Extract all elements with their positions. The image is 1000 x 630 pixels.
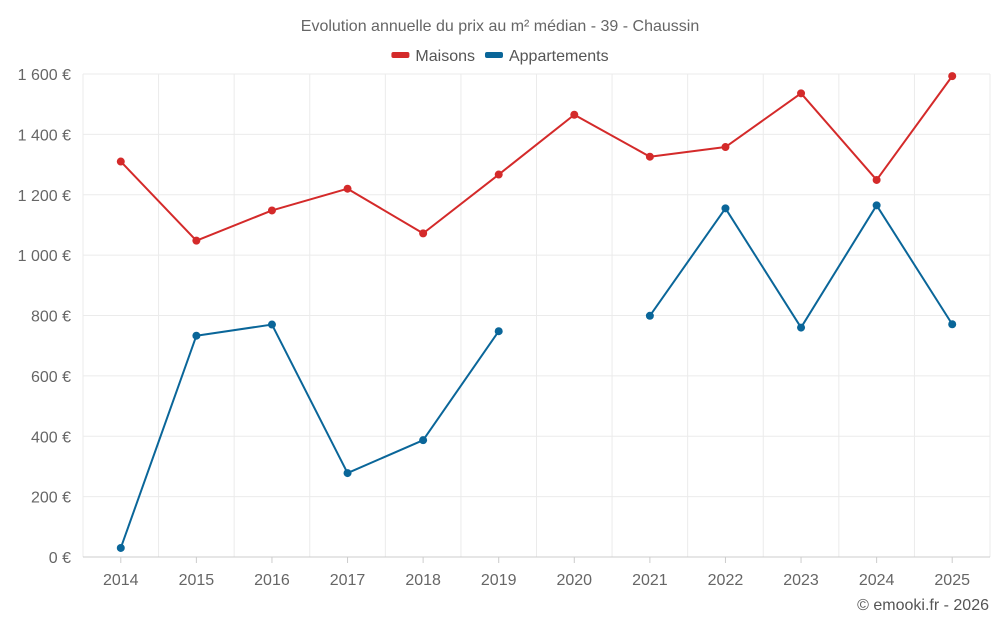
series-maisons: Maisons 2014: 1310 Maisons 2015: 1048 Mais…: [116, 72, 957, 245]
data-point[interactable]: Appartements 2021: 799: [645, 311, 654, 320]
data-point[interactable]: Appartements 2019: 748: [494, 327, 503, 336]
legend[interactable]: Maisons Appartements: [391, 48, 609, 65]
legend-item-appartements[interactable]: Appartements: [484, 48, 609, 65]
y-tick-label: 1 400 €: [18, 127, 71, 144]
data-point[interactable]: Appartements 2017: 278: [343, 469, 352, 478]
x-tick-label: 2021: [632, 572, 668, 589]
data-point[interactable]: Appartements 2018: 387: [419, 436, 428, 445]
y-tick-label: 200 €: [31, 490, 71, 507]
legend-swatch: [391, 52, 410, 58]
y-tick-label: 600 €: [31, 369, 71, 386]
series: Maisons 2014: 1310 Maisons 2015: 1048 Mais…: [116, 72, 957, 552]
data-point[interactable]: Appartements 2015: 733: [192, 331, 201, 340]
series-appartements: Appartements 2014: 30 Appartements 2015: …: [116, 201, 957, 552]
data-point[interactable]: Maisons 2021: 1326: [645, 152, 654, 161]
data-point[interactable]: Maisons 2024: 1249: [872, 175, 881, 184]
y-tick-label: 0 €: [49, 550, 71, 567]
y-tick-label: 800 €: [31, 309, 71, 326]
x-tick-label: 2022: [708, 572, 744, 589]
data-point[interactable]: Maisons 2018: 1072: [419, 229, 428, 238]
grid: [82, 73, 991, 557]
x-tick-label: 2015: [179, 572, 215, 589]
data-point[interactable]: Maisons 2020: 1465: [570, 110, 579, 119]
chart-title: Evolution annuelle du prix au m² médian …: [301, 18, 699, 35]
data-point[interactable]: Maisons 2017: 1220: [343, 184, 352, 193]
data-point[interactable]: Appartements 2022: 1155: [721, 204, 730, 213]
x-tick-label: 2019: [481, 572, 517, 589]
data-point[interactable]: Appartements 2016: 770: [267, 320, 276, 329]
data-point[interactable]: Maisons 2014: 1310: [116, 157, 125, 166]
data-point[interactable]: Appartements 2023: 760: [797, 323, 806, 332]
x-tick-label: 2018: [405, 572, 441, 589]
x-tick-label: 2017: [330, 572, 366, 589]
series-line: [119, 323, 500, 549]
series-line: [649, 204, 954, 329]
data-point[interactable]: Appartements 2024: 1165: [872, 201, 881, 210]
x-tick-label: 2024: [859, 572, 895, 589]
x-tick-label: 2016: [254, 572, 290, 589]
legend-item-maisons[interactable]: Maisons: [391, 48, 475, 65]
data-point[interactable]: Maisons 2015: 1048: [192, 236, 201, 245]
series-line: [120, 75, 954, 242]
y-tick-label: 1 200 €: [18, 188, 71, 205]
legend-label: Maisons: [415, 48, 475, 65]
data-point[interactable]: Maisons 2019: 1267: [494, 170, 503, 179]
y-tick-label: 1 000 €: [18, 248, 71, 265]
x-tick-label: 2025: [934, 572, 970, 589]
credit-text: © emooki.fr - 2026: [857, 597, 989, 614]
data-point[interactable]: Maisons 2023: 1536: [797, 89, 806, 98]
data-point[interactable]: Maisons 2025: 1593: [948, 72, 957, 81]
legend-label: Appartements: [509, 48, 609, 65]
y-tick-label: 1 600 €: [18, 67, 71, 84]
y-tick-label: 400 €: [31, 429, 71, 446]
legend-swatch: [484, 52, 503, 58]
data-point[interactable]: Maisons 2022: 1358: [721, 143, 730, 152]
x-tick-label: 2014: [103, 572, 139, 589]
data-point[interactable]: Maisons 2016: 1148: [267, 206, 276, 215]
x-tick-label: 2020: [556, 572, 592, 589]
x-tick-label: 2023: [783, 572, 819, 589]
data-point[interactable]: Appartements 2014: 30: [116, 543, 125, 552]
data-point[interactable]: Appartements 2025: 771: [948, 320, 957, 329]
axes: 0 € 200 € 400 € 600 € 800 € 1 000 € 1 200 € 1 4…: [18, 67, 990, 589]
